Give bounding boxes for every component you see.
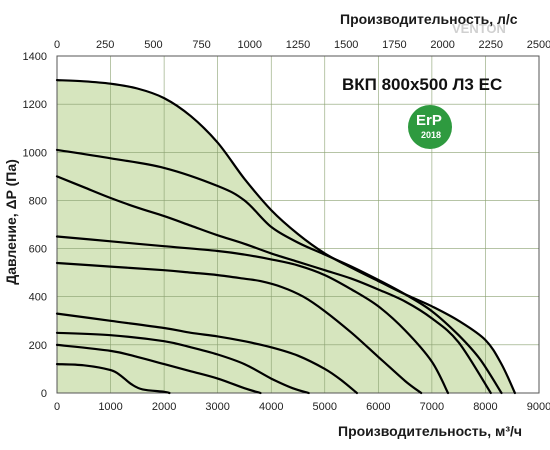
- x-axis-ticks: 0 1000 2000 3000 4000 5000 6000 7000 8000 9000: [54, 401, 550, 413]
- x-axis-title: Производительность, м³/ч: [338, 423, 522, 439]
- x-tick-label: 9000: [527, 401, 550, 413]
- y-tick-label: 1200: [23, 99, 47, 111]
- fan-curve-4: [55, 235, 450, 395]
- erp-badge-year: 2018: [421, 130, 441, 140]
- x-tick-label: 6000: [366, 401, 390, 413]
- x2-tick-label: 2500: [527, 39, 550, 51]
- y-axis-ticks: 0 200 400 600 800 1000 1200 1400: [23, 51, 47, 400]
- x-tick-label: 4000: [259, 401, 283, 413]
- x2-tick-label: 2000: [430, 39, 454, 51]
- x-tick-label: 8000: [473, 401, 497, 413]
- y-tick-label: 200: [29, 340, 47, 352]
- x2-axis-title: Производительность, л/с: [340, 11, 518, 27]
- fan-curves: [55, 79, 516, 395]
- x-tick-label: 0: [54, 401, 60, 413]
- watermark: VENTON: [452, 21, 506, 36]
- x2-tick-label: 2250: [479, 39, 503, 51]
- y-axis-title: Давление, ΔP (Па): [3, 159, 19, 285]
- erp-badge-text: ErP: [416, 112, 442, 129]
- fan-curve-1: [55, 79, 516, 395]
- y-tick-label: 0: [41, 388, 47, 400]
- x2-tick-label: 1500: [334, 39, 358, 51]
- y-tick-label: 600: [29, 244, 47, 256]
- x2-tick-label: 250: [96, 39, 114, 51]
- chart-title: ВКП 800х500 Л3 ЕС: [342, 75, 502, 94]
- x-tick-label: 5000: [313, 401, 337, 413]
- x2-tick-label: 0: [54, 39, 60, 51]
- x2-tick-label: 1250: [286, 39, 310, 51]
- fan-curve-8: [55, 343, 262, 395]
- y-tick-label: 1000: [23, 147, 47, 159]
- x2-tick-label: 1750: [382, 39, 406, 51]
- fan-curve-9: [55, 363, 171, 395]
- y-tick-label: 400: [29, 292, 47, 304]
- fan-curve-7: [55, 331, 310, 395]
- fan-curve-6: [55, 312, 358, 395]
- y-tick-label: 800: [29, 195, 47, 207]
- x-tick-label: 7000: [420, 401, 444, 413]
- x2-tick-label: 750: [192, 39, 210, 51]
- fan-curve-2: [55, 148, 503, 395]
- y-tick-label: 1400: [23, 51, 47, 63]
- erp-badge: ErP 2018: [408, 105, 452, 149]
- x2-tick-label: 1000: [238, 39, 262, 51]
- x-tick-label: 2000: [152, 401, 176, 413]
- plot-frame: [56, 55, 540, 394]
- x2-tick-label: 500: [144, 39, 162, 51]
- x-tick-label: 1000: [98, 401, 122, 413]
- x-tick-label: 3000: [205, 401, 229, 413]
- fan-curve-5: [55, 261, 423, 395]
- fan-curve-3: [55, 175, 492, 395]
- erp-badge-circle: [408, 105, 452, 149]
- x2-axis-ticks: 0 250 500 750 1000 1250 1500 1750 2000 2250 2500: [54, 39, 550, 51]
